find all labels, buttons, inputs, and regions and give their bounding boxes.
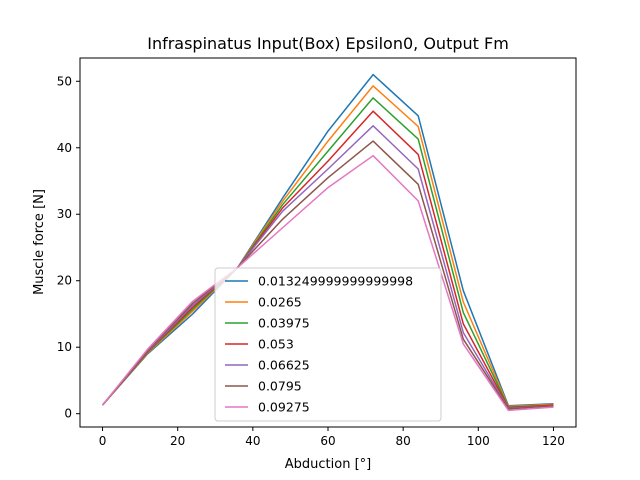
series-line [101,73,554,407]
x-tick-label: 120 [542,434,565,448]
series-line [101,154,554,412]
x-tick-label: 80 [396,434,411,448]
legend-label: 0.0795 [258,379,302,394]
y-tick-label: 30 [57,207,72,221]
legend-label: 0.013249999999999998 [258,274,413,289]
series-line [101,97,554,408]
series-line [101,125,554,410]
legend-label: 0.09275 [258,400,310,415]
y-tick-label: 20 [57,274,72,288]
x-axis-label: Abduction [°] [285,457,371,472]
series-line [101,140,554,410]
legend-box [214,267,442,422]
legend: 0.013249999999999998 0.0265 0.03975 0.053 0.… [214,267,442,422]
series-line [101,110,554,409]
series-line [101,85,554,408]
x-tick-label: 100 [467,434,490,448]
x-tick-label: 20 [170,434,185,448]
x-tick-label: 40 [245,434,260,448]
x-tick-label: 0 [99,434,107,448]
y-axis-label: Muscle force [N] [32,189,47,295]
x-tick-label: 60 [320,434,335,448]
axis-ticks: 0 20 40 60 80 100 120 0 10 20 30 40 50 [57,74,565,448]
legend-label: 0.0265 [258,295,302,310]
y-tick-label: 40 [57,141,72,155]
plot-frame [79,57,577,428]
y-tick-label: 10 [57,340,72,354]
legend-label: 0.06625 [258,358,310,373]
chart-title: Infraspinatus Input(Box) Epsilon0, Outpu… [147,34,509,53]
legend-label: 0.053 [258,337,294,352]
y-tick-label: 0 [64,407,72,421]
y-tick-label: 50 [57,74,72,88]
series-lines [101,73,554,412]
legend-label: 0.03975 [258,316,310,331]
